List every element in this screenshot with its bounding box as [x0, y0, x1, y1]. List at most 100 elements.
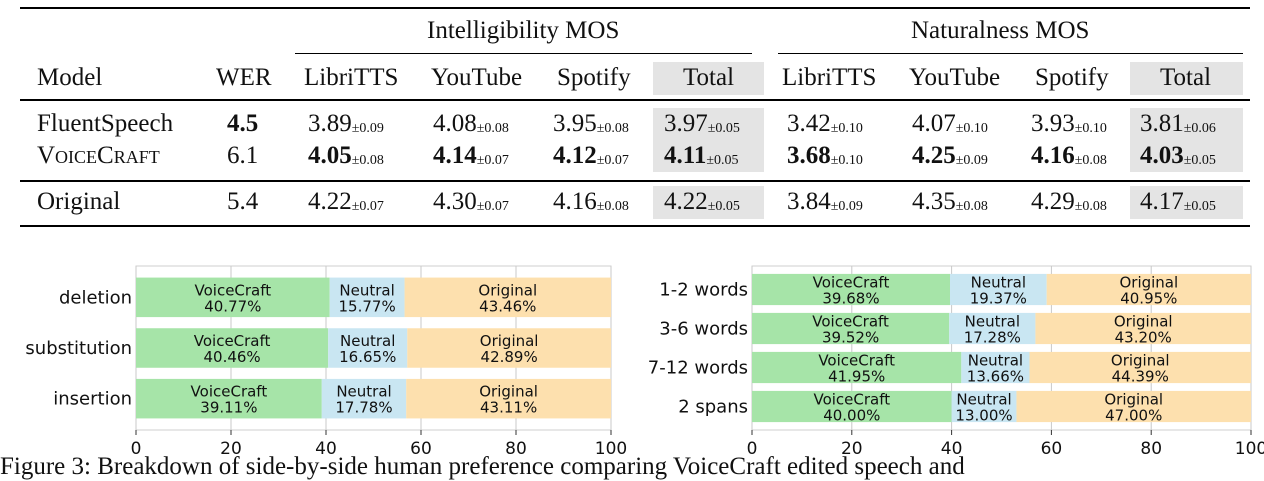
mos-cell: 4.07±0.10 [912, 110, 988, 142]
mos-value: 4.14 [433, 142, 477, 169]
mos-cell: 4.05±0.08 [308, 142, 384, 174]
segment-value-label: 39.52% [822, 329, 879, 347]
bar-segment [1029, 351, 1251, 384]
segment-value-label: 47.00% [1105, 407, 1162, 425]
mos-ci: ±0.05 [1183, 199, 1216, 214]
mos-cell: 3.93±0.10 [1031, 110, 1107, 142]
figure-caption: Figure 3: Breakdown of side-by-side huma… [0, 453, 965, 480]
x-tick-label: 40 [941, 439, 963, 458]
bar-segment [752, 390, 952, 423]
bar-segment [404, 277, 611, 318]
mid-rule [20, 180, 1250, 182]
segment-series-label: VoiceCraft [813, 274, 890, 292]
mos-value: 4.05 [308, 142, 352, 169]
col-header-libritts-nat: LibriTTS [782, 64, 877, 91]
mos-ci: ±0.10 [955, 121, 988, 136]
group-header-intelligibility: Intelligibility MOS [427, 17, 620, 44]
mos-ci: ±0.05 [1183, 153, 1216, 168]
bar-segment [329, 277, 405, 318]
segment-series-label: Original [1111, 352, 1170, 370]
mos-cell: 4.29±0.08 [1031, 188, 1107, 220]
segment-series-label: Original [478, 281, 537, 299]
bar-segment [752, 312, 950, 345]
bar-segment [136, 328, 329, 368]
header-rule [20, 99, 1250, 101]
segment-value-label: 43.20% [1115, 329, 1172, 347]
segment-series-label: Neutral [968, 352, 1023, 370]
bar-segment [1046, 273, 1251, 306]
mos-cell: 3.84±0.09 [787, 188, 863, 220]
mos-cell: 3.97±0.05 [664, 110, 740, 142]
col-header-libritts: LibriTTS [304, 64, 399, 91]
segment-series-label: VoiceCraft [195, 281, 272, 299]
mos-ci: ±0.08 [596, 199, 629, 214]
x-tick-label: 100 [1235, 439, 1264, 458]
mos-cell: 4.11±0.05 [664, 142, 739, 174]
bar-segment [961, 351, 1030, 384]
segment-value-label: 17.78% [335, 399, 392, 417]
mos-ci: ±0.08 [1074, 199, 1107, 214]
bar-segment [1035, 312, 1251, 345]
mos-value: 4.03 [1140, 142, 1184, 169]
segment-series-label: Neutral [336, 383, 391, 401]
mos-ci: ±0.05 [706, 153, 739, 168]
category-label: deletion [59, 287, 132, 308]
mos-value: 3.84 [787, 188, 831, 215]
segment-series-label: VoiceCraft [194, 332, 271, 350]
mos-value: 4.25 [912, 142, 956, 169]
mos-cell: 4.25±0.09 [912, 142, 988, 174]
category-label: 2 spans [678, 397, 748, 418]
col-header-spotify: Spotify [557, 64, 631, 91]
bar-segment [406, 378, 611, 419]
mos-value: 4.17 [1140, 188, 1184, 215]
mos-value: 4.16 [1031, 142, 1075, 169]
total-col-shade [653, 108, 764, 172]
mos-cell: 4.16±0.08 [553, 188, 629, 220]
mos-value: 3.93 [1031, 110, 1075, 137]
total-col-shade-3 [653, 186, 764, 219]
segment-series-label: Neutral [339, 281, 394, 299]
segment-series-label: Original [480, 332, 539, 350]
x-tick-label: 0 [747, 439, 758, 458]
col-header-youtube: YouTube [431, 64, 523, 91]
segment-value-label: 13.00% [955, 407, 1012, 425]
mos-results-table: Intelligibility MOS Naturalness MOS Mode… [20, 0, 1250, 230]
mos-cell: 4.16±0.08 [1031, 142, 1107, 174]
segment-series-label: Neutral [965, 313, 1020, 331]
segment-series-label: Original [1104, 391, 1163, 409]
category-label: 1-2 words [659, 280, 748, 301]
segment-value-label: 39.68% [822, 290, 879, 308]
segment-series-label: Neutral [340, 332, 395, 350]
bar-segment [1016, 390, 1251, 423]
mos-cell: 4.03±0.05 [1140, 142, 1216, 174]
category-label: substitution [25, 338, 132, 359]
row-wer: 6.1 [227, 142, 259, 169]
category-label: 7-12 words [648, 358, 748, 379]
total-header-shade-2 [1130, 62, 1243, 95]
segment-value-label: 16.65% [339, 348, 396, 366]
total-col-shade-4 [1130, 186, 1243, 219]
group-rule-naturalness [778, 53, 1243, 54]
segment-series-label: VoiceCraft [818, 352, 895, 370]
col-header-youtube-nat: YouTube [909, 64, 1001, 91]
segment-series-label: VoiceCraft [191, 383, 268, 401]
col-header-spotify-nat: Spotify [1035, 64, 1109, 91]
bar-segment [136, 277, 330, 318]
col-header-wer: WER [216, 64, 272, 91]
segment-value-label: 40.00% [823, 407, 880, 425]
mos-ci: ±0.10 [1074, 121, 1107, 136]
mos-cell: 4.12±0.07 [553, 142, 629, 174]
mos-ci: ±0.07 [476, 199, 509, 214]
total-header-shade [653, 62, 764, 95]
mos-value: 4.22 [308, 188, 352, 215]
row-wer: 4.5 [227, 110, 259, 137]
mos-ci: ±0.07 [351, 199, 384, 214]
mos-cell: 4.22±0.07 [308, 188, 384, 220]
mos-ci: ±0.10 [830, 121, 863, 136]
mos-cell: 4.14±0.07 [433, 142, 509, 174]
mos-cell: 4.35±0.08 [912, 188, 988, 220]
row-model-name: Original [37, 188, 121, 215]
row-model-name: VoiceCraft [37, 142, 160, 169]
